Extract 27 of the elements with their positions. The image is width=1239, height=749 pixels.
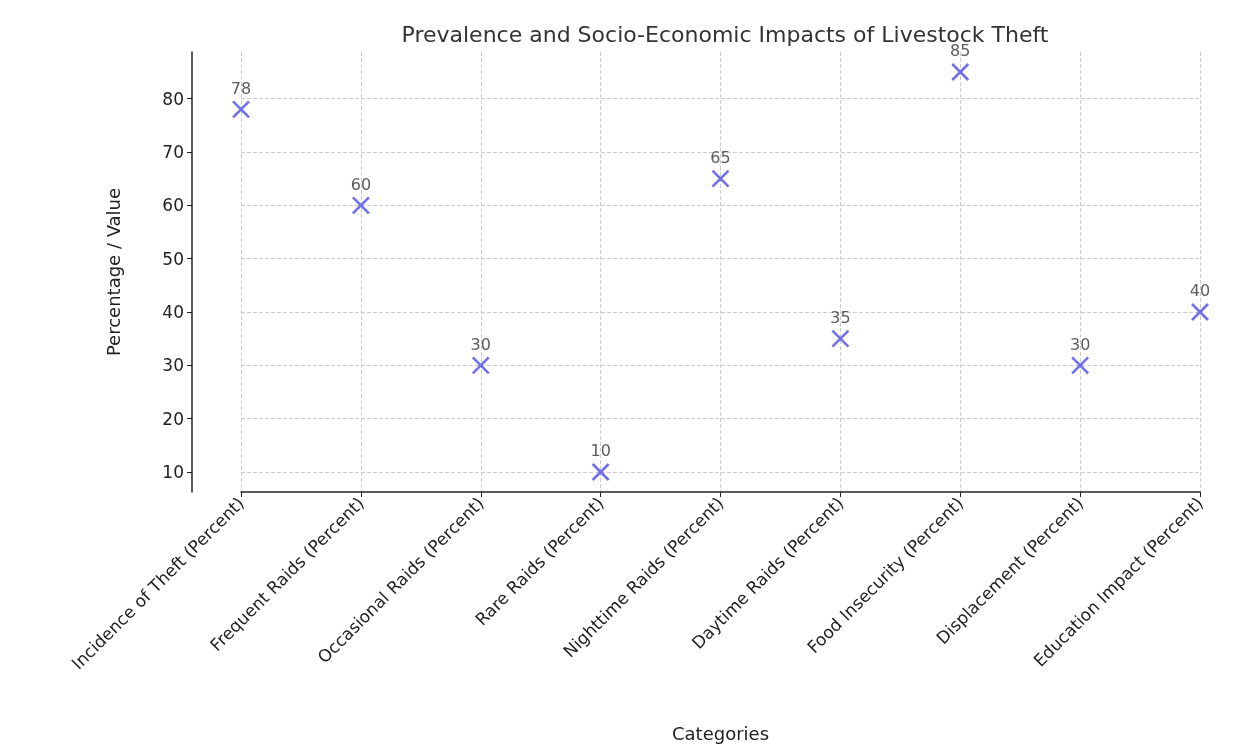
data-label: 10 — [590, 441, 611, 461]
data-label: 60 — [350, 174, 372, 194]
x-axis-title: Categories — [671, 722, 770, 744]
y-axis-title: Percentage / Value — [102, 187, 124, 357]
point — [951, 62, 970, 82]
y-tick-label: 60 — [162, 195, 184, 216]
data-label: 35 — [830, 307, 851, 327]
point — [1190, 302, 1210, 322]
point — [591, 462, 610, 482]
y-tick-label: 80 — [162, 88, 184, 109]
data-label: 30 — [1069, 334, 1091, 354]
point — [1070, 356, 1090, 375]
data-label: 30 — [470, 334, 491, 354]
data-label: 78 — [230, 78, 252, 98]
point — [231, 100, 251, 119]
y-tick-label: 50 — [162, 248, 184, 269]
y-tick-label: 20 — [162, 408, 184, 429]
point — [471, 356, 490, 375]
y-tick-label: 40 — [162, 302, 184, 322]
data-label: 65 — [710, 147, 731, 167]
y-tick-label: 70 — [162, 142, 184, 162]
point — [831, 329, 850, 348]
data-label: 40 — [1189, 281, 1211, 301]
y-tick-label: 10 — [162, 462, 184, 482]
y-tick-label: 30 — [162, 355, 184, 376]
point — [711, 169, 730, 188]
point — [351, 196, 371, 215]
